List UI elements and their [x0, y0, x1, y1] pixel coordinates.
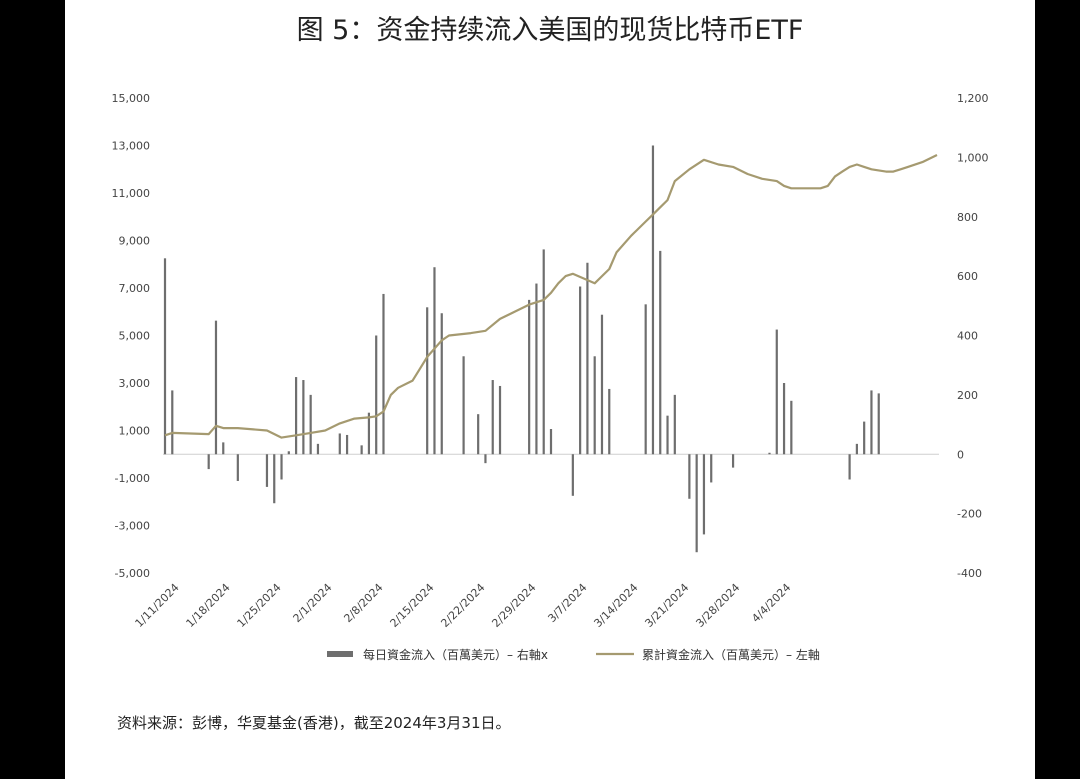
daily-flow-bar [433, 267, 436, 455]
daily-flow-bar [360, 445, 363, 455]
left-axis-tick-label: 11,000 [112, 187, 151, 200]
daily-flow-bar [316, 443, 320, 455]
left-axis-tick-label: 13,000 [112, 140, 151, 153]
daily-flow-bar [491, 380, 494, 455]
x-axis-tick-label: 2/15/2024 [388, 581, 437, 630]
daily-flow-bar [790, 400, 793, 455]
daily-flow-bar [863, 421, 866, 455]
daily-flow-bar [731, 454, 735, 468]
x-axis-tick-label: 2/1/2024 [291, 581, 335, 625]
daily-flow-bar [498, 385, 502, 455]
daily-flow-bar [600, 314, 604, 455]
daily-flow-bar [163, 258, 167, 455]
x-axis-tick-label: 4/4/2024 [749, 581, 793, 625]
daily-flow-bar [236, 454, 239, 481]
daily-flow-bar [382, 293, 385, 455]
right-axis-tick-label: 1,000 [957, 151, 989, 164]
left-axis-tick-label: 15,000 [112, 92, 151, 105]
legend-line-label: 累計資金流入（百萬美元）– 左軸 [642, 647, 820, 662]
right-axis-tick-label: 200 [957, 389, 978, 402]
left-axis-tick-label: 5,000 [119, 330, 151, 343]
daily-flow-bar [214, 320, 218, 455]
daily-flow-bar [579, 286, 582, 455]
right-axis-tick-label: 0 [957, 448, 964, 461]
daily-flow-bar [462, 356, 465, 455]
x-axis-tick-label: 3/7/2024 [545, 581, 589, 625]
right-axis-tick-label: 600 [957, 270, 978, 283]
daily-flow-bar [586, 262, 589, 455]
daily-flow-bar [768, 452, 771, 455]
daily-flow-bar [695, 454, 698, 553]
daily-flow-bar [666, 415, 669, 455]
daily-flow-bar [280, 454, 283, 480]
x-axis-tick-label: 2/8/2024 [341, 581, 385, 625]
daily-flow-bar [302, 380, 305, 455]
daily-flow-bar [535, 283, 538, 455]
left-axis-tick-label: 3,000 [119, 377, 151, 390]
daily-flow-bar [309, 394, 312, 455]
left-axis-tick-label: -5,000 [115, 567, 150, 580]
x-axis-tick-label: 2/29/2024 [489, 581, 538, 630]
daily-flow-bar [775, 329, 778, 455]
daily-flow-bar [848, 454, 851, 480]
right-axis-tick-label: 800 [957, 211, 978, 224]
daily-flow-bar [338, 433, 341, 455]
left-axis-tick-label: 7,000 [119, 282, 151, 295]
daily-flow-bar [877, 393, 880, 455]
daily-flow-bar [702, 454, 706, 535]
x-axis-tick-label: 3/14/2024 [591, 581, 640, 630]
chart-svg: 15,000 13,000 11,000 9,000 7,000 5,000 3,000 1,… [112, 92, 989, 662]
x-axis-tick-label: 1/11/2024 [133, 581, 182, 630]
daily-flow-bar [855, 443, 858, 455]
daily-flow-bar [593, 356, 596, 455]
right-axis-tick-label: 1,200 [957, 92, 989, 105]
daily-flow-bar [287, 451, 290, 455]
daily-flow-bar [294, 377, 298, 455]
x-axis-tick-label: 1/18/2024 [184, 581, 233, 630]
daily-flow-bar [426, 307, 429, 455]
cumulative-flow-line [164, 154, 938, 439]
legend-bar-swatch [327, 651, 353, 657]
daily-flow-bar [782, 383, 786, 455]
daily-flow-bar [644, 304, 647, 455]
chart-panel: 图 5：资金持续流入美国的现货比特币ETF 15,000 13,000 11,000… [65, 0, 1035, 779]
daily-flow-bar [870, 390, 873, 455]
right-axis-tick-label: -200 [957, 508, 982, 521]
left-axis-tick-label: -3,000 [115, 520, 150, 533]
x-axis-tick-label: 2/22/2024 [438, 581, 487, 630]
x-axis-tick-label: 1/25/2024 [235, 581, 284, 630]
left-axis-tick-label: 1,000 [119, 425, 151, 438]
daily-flow-bar [273, 454, 276, 504]
daily-flow-bar [207, 454, 210, 470]
daily-flow-bar [651, 145, 655, 455]
left-axis-tick-label: -1,000 [115, 472, 150, 485]
right-axis-tick-label: 400 [957, 330, 978, 343]
daily-flow-bar [440, 313, 443, 455]
daily-flow-bar [484, 454, 487, 464]
daily-flow-bar [367, 412, 371, 455]
daily-flow-bar [222, 442, 225, 455]
daily-flow-bar [608, 388, 611, 455]
right-axis-tick-label: -400 [957, 567, 982, 580]
legend-bar-label: 每日資金流入（百萬美元）– 右軸x [363, 647, 548, 662]
daily-flow-bar [171, 390, 174, 455]
x-axis-tick-label: 3/28/2024 [693, 581, 742, 630]
daily-flow-bar [345, 434, 349, 455]
chart-title: 图 5：资金持续流入美国的现货比特币ETF [296, 15, 804, 46]
daily-flow-bar [375, 335, 378, 455]
daily-flow-bar [673, 394, 676, 455]
daily-flow-bar [659, 250, 662, 455]
daily-flow-bar [571, 454, 574, 496]
daily-flow-bar [542, 249, 545, 455]
daily-flow-bar [528, 299, 531, 455]
daily-flow-bar [477, 414, 480, 455]
daily-flow-bar [688, 454, 691, 499]
source-note: 资料来源：彭博，华夏基金(香港)，截至2024年3月31日。 [117, 714, 511, 732]
left-axis-tick-label: 9,000 [119, 235, 151, 248]
x-axis-tick-label: 3/21/2024 [642, 581, 691, 630]
daily-flow-bar [549, 429, 553, 455]
daily-flow-bar [265, 454, 269, 487]
daily-flow-bar [710, 454, 713, 483]
